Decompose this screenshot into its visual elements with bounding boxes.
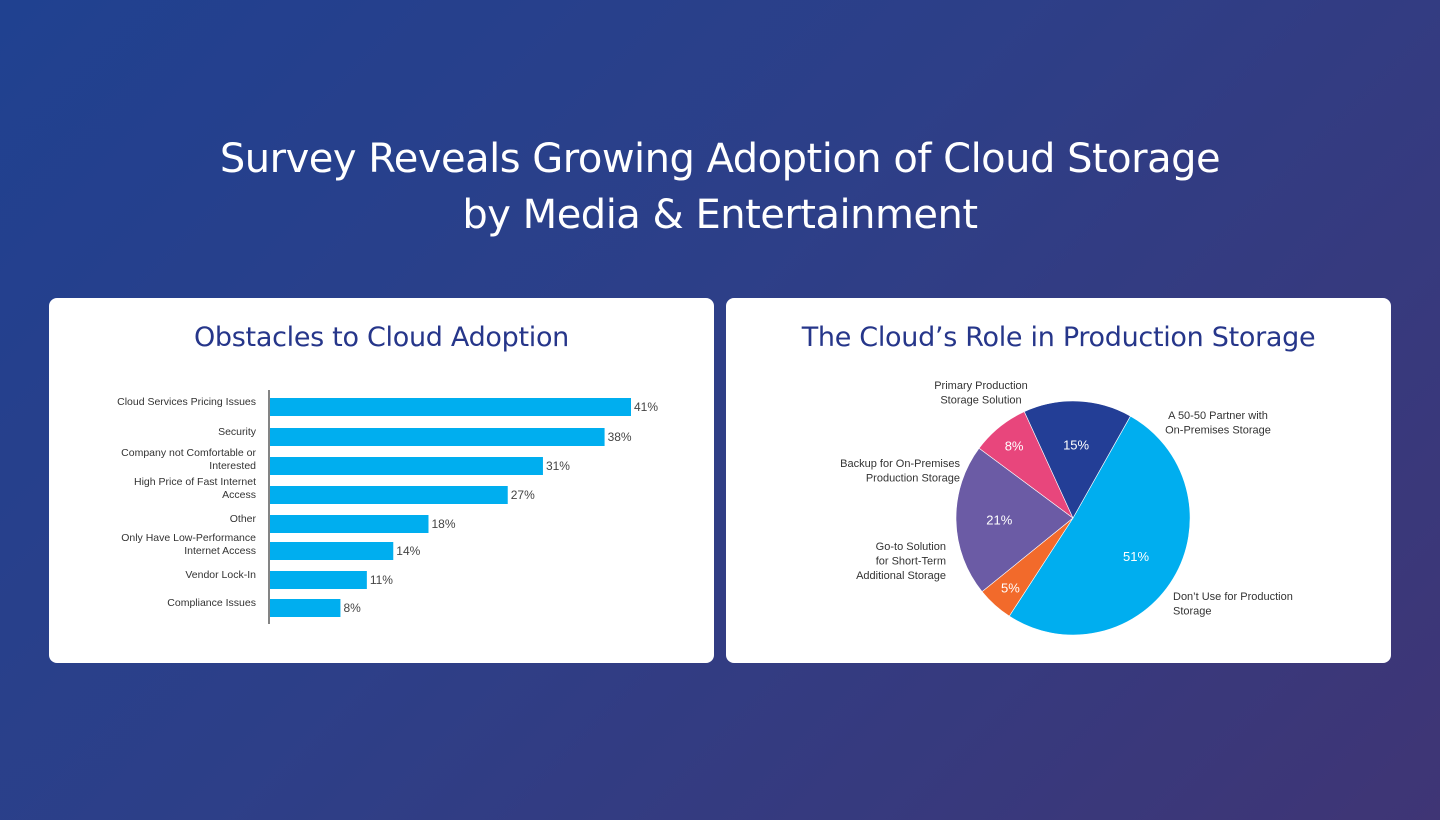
bar [270, 515, 429, 533]
bar-category-label: Access [222, 489, 256, 501]
bar [270, 599, 341, 617]
bar-category-label: Company not Comfortable or [121, 447, 256, 459]
bar [270, 571, 367, 589]
pie-category-label: Primary Production [934, 380, 1028, 392]
pie-category-label: Go-to Solution [876, 541, 946, 553]
bar-value-label: 8% [343, 601, 361, 615]
bar-category-label: Cloud Services Pricing Issues [117, 396, 256, 408]
bar [270, 486, 508, 504]
bar-value-label: 41% [634, 400, 658, 414]
bar-value-label: 38% [608, 430, 632, 444]
bar-value-label: 18% [431, 517, 455, 531]
pie-category-label: Storage [1173, 606, 1212, 618]
pie-slice [955, 447, 1074, 593]
pie-category-label: Storage Solution [940, 395, 1021, 407]
bar [270, 542, 394, 560]
bar-category-label: Interested [209, 460, 256, 472]
pie-slice [1023, 400, 1131, 519]
pie-chart-title: The Cloud’s Role in Production Storage [801, 322, 1316, 353]
bar-category-label: Other [230, 513, 257, 525]
pie-chart: 51% Don’t Use for Production Storage 5% Go-t… [840, 380, 1293, 636]
bar-chart: 41% Cloud Services Pricing Issues 38% Secur… [117, 390, 658, 624]
bar-category-label: Only Have Low-Performance [121, 532, 256, 544]
pie-value-label: 15% [1063, 437, 1089, 452]
pie-value-label: 5% [1001, 581, 1020, 596]
bar-chart-title: Obstacles to Cloud Adoption [193, 322, 569, 353]
bar [270, 457, 543, 475]
bar-chart-card [49, 298, 714, 663]
page-title-line-1: Survey Reveals Growing Adoption of Cloud… [219, 135, 1221, 182]
bar-category-label: Security [218, 426, 257, 438]
pie-category-label: On-Premises Storage [1165, 425, 1271, 437]
page-title-line-2: by Media & Entertainment [462, 191, 978, 238]
bar-category-label: Internet Access [184, 545, 256, 557]
bar-value-label: 11% [370, 573, 393, 587]
bar [270, 398, 631, 416]
pie-slice [1008, 415, 1191, 636]
bar-category-label: High Price of Fast Internet [134, 476, 256, 488]
bar-value-label: 14% [396, 544, 420, 558]
bar [270, 428, 605, 446]
bar-value-label: 31% [546, 459, 570, 473]
pie-value-label: 21% [986, 513, 1012, 528]
page-title: Survey Reveals Growing Adoption of Cloud… [0, 131, 1440, 243]
pie-category-label: Don’t Use for Production [1173, 591, 1293, 603]
pie-category-label: Production Storage [866, 473, 960, 485]
bar-category-label: Compliance Issues [167, 597, 256, 609]
pie-value-label: 8% [1005, 438, 1024, 453]
pie-category-label: Backup for On-Premises [840, 458, 960, 470]
bar-category-label: Vendor Lock-In [185, 569, 256, 581]
pie-category-label: A 50-50 Partner with [1168, 410, 1268, 422]
pie-category-label: for Short-Term [876, 556, 946, 568]
bar-value-label: 27% [511, 488, 535, 502]
pie-value-label: 51% [1123, 549, 1149, 564]
pie-category-label: Additional Storage [856, 570, 946, 582]
